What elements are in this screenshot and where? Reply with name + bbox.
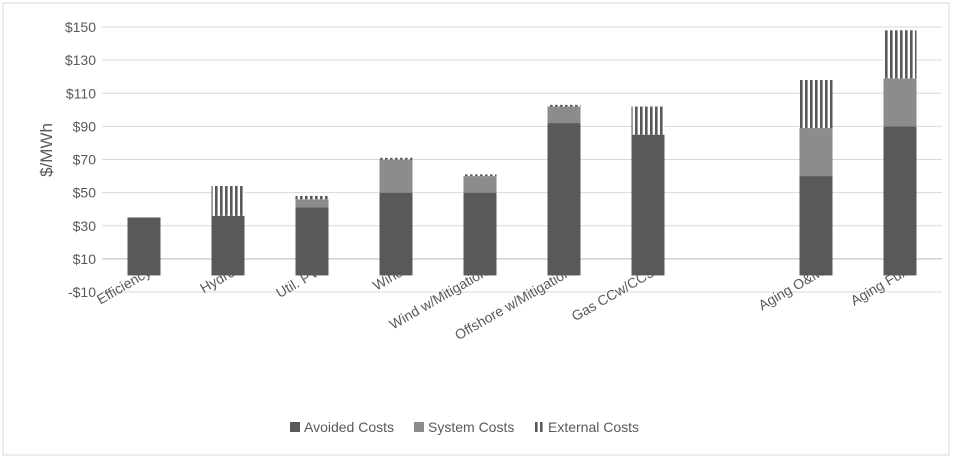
y-axis-title: $/MWh	[37, 123, 56, 177]
external-costs-bar	[883, 30, 917, 79]
external-costs-bar	[547, 104, 581, 107]
system-costs-bar	[547, 106, 581, 124]
external-costs-bar	[379, 157, 413, 160]
bars	[127, 30, 917, 276]
avoided-costs-bar	[463, 192, 497, 276]
avoided-costs-bar	[379, 192, 413, 276]
system-costs-bar	[463, 176, 497, 193]
external-costs-bar	[799, 80, 833, 129]
legend-label: System Costs	[428, 419, 514, 435]
system-costs-bar	[799, 128, 833, 177]
avoided-costs-bar	[295, 207, 329, 276]
avoided-costs-bar	[883, 126, 917, 276]
system-costs-bar	[883, 78, 917, 127]
y-tick-label: $50	[73, 185, 97, 201]
external-costs-bar	[295, 195, 329, 200]
legend-label: External Costs	[548, 419, 639, 435]
avoided-costs-bar	[799, 176, 833, 276]
y-tick-label: $130	[65, 52, 96, 68]
avoided-costs-bar	[211, 215, 245, 276]
avoided-costs-bar	[547, 123, 581, 276]
y-tick-label: $30	[73, 218, 97, 234]
y-tick-label: -$10	[68, 284, 96, 300]
y-axis-ticks: $150 $130 $110 $90 $70 $50 $30 $10 -$10	[65, 19, 96, 300]
legend-swatch	[290, 422, 300, 432]
legend: Avoided Costs System Costs External Costs	[290, 419, 639, 435]
y-tick-label: $70	[73, 152, 97, 168]
system-costs-bar	[379, 159, 413, 193]
external-costs-bar	[211, 186, 245, 216]
avoided-costs-bar	[127, 217, 161, 276]
system-costs-bar	[295, 199, 329, 208]
legend-swatch	[414, 422, 424, 432]
y-tick-label: $10	[73, 251, 97, 267]
y-tick-label: $90	[73, 118, 97, 134]
external-costs-bar	[463, 174, 497, 177]
legend-label: Avoided Costs	[304, 419, 394, 435]
legend-swatch	[534, 422, 544, 432]
external-costs-bar	[631, 106, 665, 135]
y-tick-label: $110	[66, 85, 96, 101]
y-tick-label: $150	[65, 19, 96, 35]
avoided-costs-bar	[631, 134, 665, 276]
